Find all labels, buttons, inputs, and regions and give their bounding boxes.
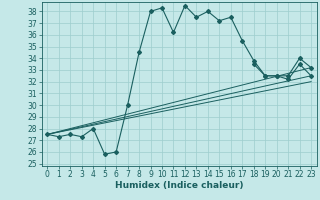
X-axis label: Humidex (Indice chaleur): Humidex (Indice chaleur) <box>115 181 244 190</box>
